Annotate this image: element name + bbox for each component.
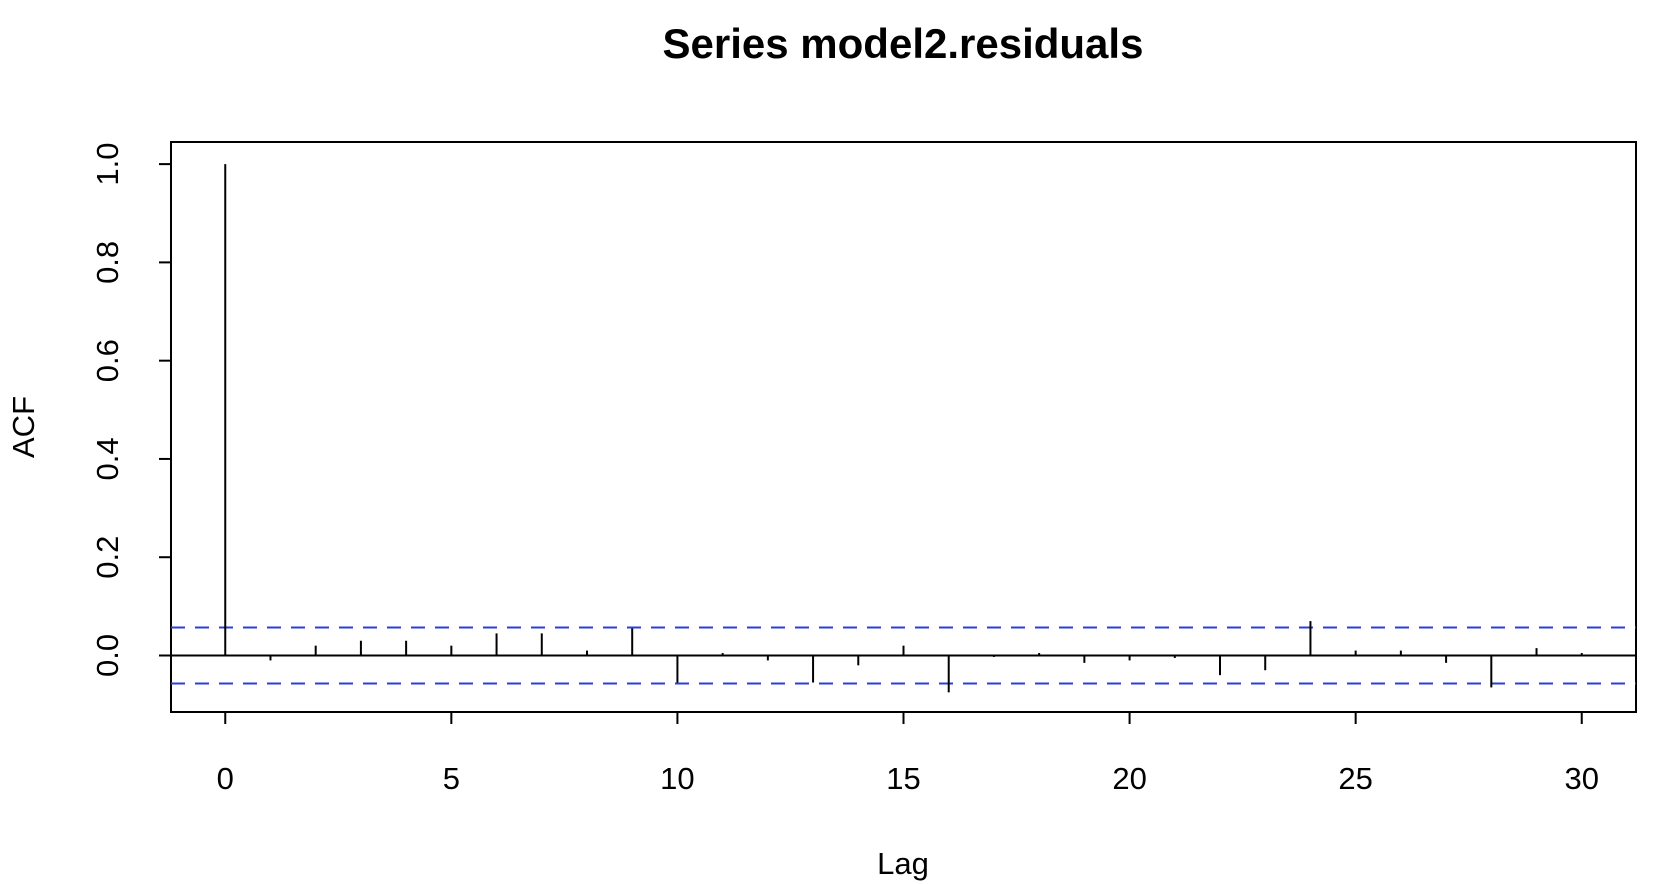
y-tick-label-3: 0.6 [90,339,125,382]
x-tick-label-10: 10 [660,761,694,796]
y-tick-label-1: 0.2 [90,536,125,579]
x-tick-label-20: 20 [1112,761,1146,796]
x-tick-label-5: 5 [443,761,460,796]
y-tick-label-2: 0.4 [90,437,125,480]
x-tick-label-30: 30 [1564,761,1598,796]
y-axis-label: ACF [6,396,41,458]
y-axis: 0.0 0.2 0.4 0.6 0.8 1.0 [90,143,172,677]
chart-title: Series model2.residuals [663,20,1144,67]
confidence-band [171,626,1636,685]
x-axis-label: Lag [877,846,929,881]
y-tick-label-4: 0.8 [90,241,125,284]
x-axis: 0 5 10 15 20 25 30 [217,711,1599,796]
x-tick-label-25: 25 [1338,761,1372,796]
x-tick-label-0: 0 [217,761,234,796]
acf-bars [224,164,1583,693]
y-tick-label-5: 1.0 [90,143,125,186]
y-tick-label-0: 0.0 [90,634,125,677]
x-tick-label-15: 15 [886,761,920,796]
